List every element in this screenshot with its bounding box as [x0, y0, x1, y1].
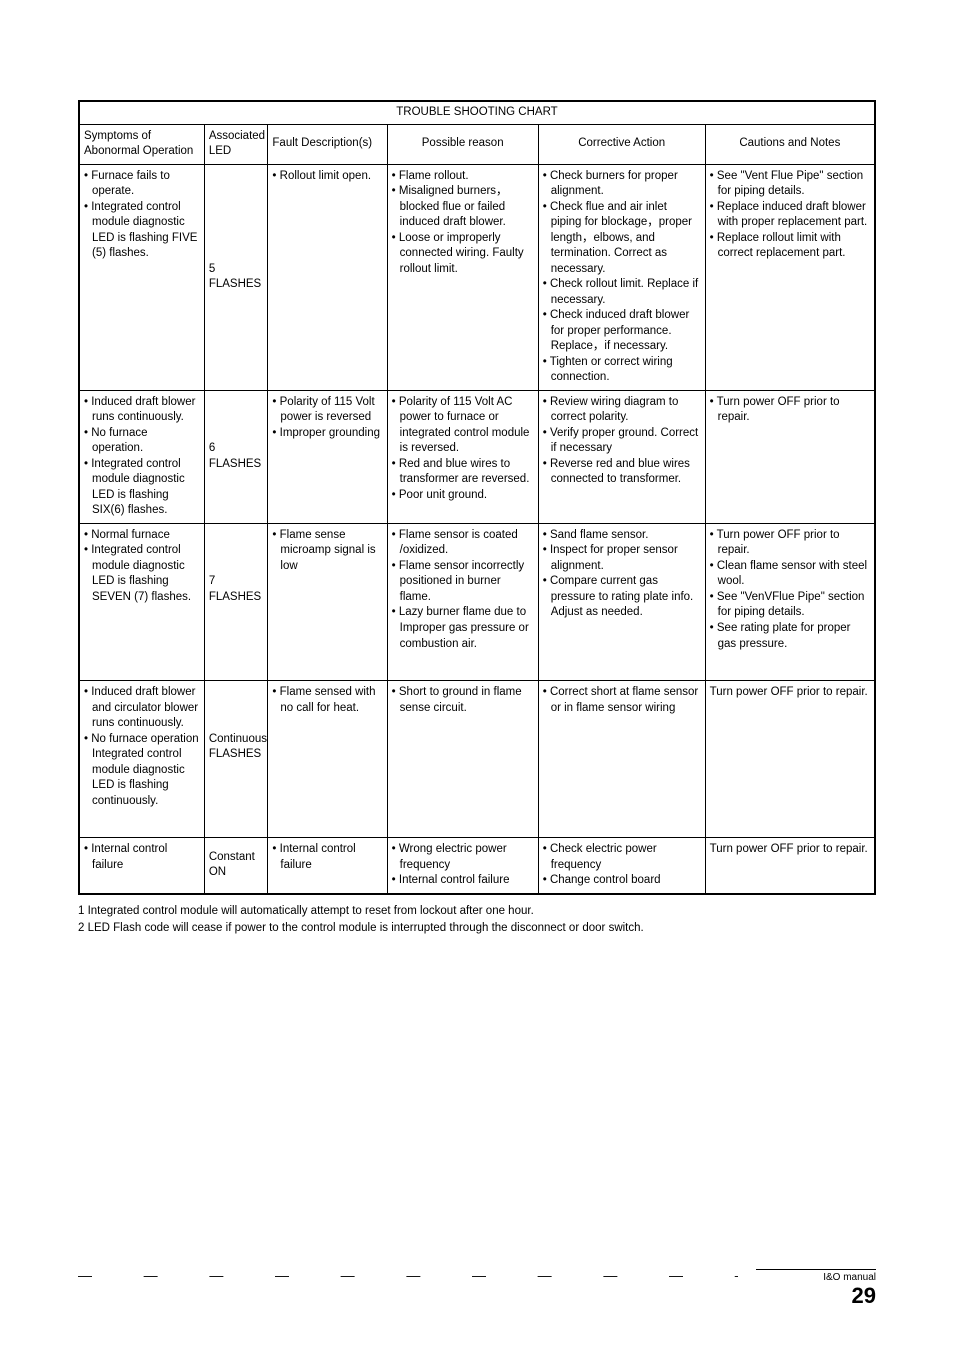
footer-label: I&O manual	[756, 1272, 876, 1283]
cell-fault: Flame sense microamp signal is low	[268, 523, 387, 680]
col-header-cautions: Cautions and Notes	[705, 124, 874, 164]
cell-symptoms: Internal control failure	[80, 838, 205, 894]
col-header-led: Associated LED	[204, 124, 268, 164]
cell-reason: Short to ground in flame sense circuit.	[387, 681, 538, 838]
cell-led: Constant ON	[204, 838, 268, 894]
cell-cautions: See "Vent Flue Pipe" section for piping …	[705, 164, 874, 390]
col-header-symptoms: Symptoms of Abonormal Operation	[80, 124, 205, 164]
cell-symptoms: Induced draft blower and circulator blow…	[80, 681, 205, 838]
cell-reason: Wrong electric power frequencyInternal c…	[387, 838, 538, 894]
cell-cautions: Turn power OFF prior to repair.Clean fla…	[705, 523, 874, 680]
cell-action: Correct short at flame sensor or in flam…	[538, 681, 705, 838]
footer-dash-line: — — — — — — — — — — — — — — — —	[78, 1267, 738, 1283]
col-header-fault: Fault Description(s)	[268, 124, 387, 164]
table-row: Induced draft blower and circulator blow…	[80, 681, 875, 838]
col-header-action: Corrective Action	[538, 124, 705, 164]
cell-fault: Internal control failure	[268, 838, 387, 894]
page-number: 29	[756, 1283, 876, 1309]
cell-action: Review wiring diagram to correct polarit…	[538, 390, 705, 523]
cell-led: 7 FLASHES	[204, 523, 268, 680]
footnote-1: 1 Integrated control module will automat…	[78, 903, 876, 920]
cell-action: Sand flame sensor.Inspect for proper sen…	[538, 523, 705, 680]
cell-cautions: Turn power OFF prior to repair.	[705, 390, 874, 523]
table-row: Induced draft blower runs continuously.N…	[80, 390, 875, 523]
cell-cautions: Turn power OFF prior to repair.	[705, 681, 874, 838]
footnotes: 1 Integrated control module will automat…	[78, 903, 876, 938]
troubleshooting-table: TROUBLE SHOOTING CHART Symptoms of Abono…	[78, 100, 876, 895]
table-row: Internal control failureConstant ONInter…	[80, 838, 875, 894]
cell-symptoms: Induced draft blower runs continuously.N…	[80, 390, 205, 523]
cell-fault: Flame sensed with no call for heat.	[268, 681, 387, 838]
table-title: TROUBLE SHOOTING CHART	[80, 102, 875, 125]
cell-fault: Polarity of 115 Volt power is reversedIm…	[268, 390, 387, 523]
cell-reason: Flame sensor is coated /oxidized.Flame s…	[387, 523, 538, 680]
page-footer: I&O manual 29	[756, 1269, 876, 1309]
table-row: Normal furnaceIntegrated control module …	[80, 523, 875, 680]
cell-symptoms: Furnace fails to operate.Integrated cont…	[80, 164, 205, 390]
cell-symptoms: Normal furnaceIntegrated control module …	[80, 523, 205, 680]
cell-action: Check electric power frequencyChange con…	[538, 838, 705, 894]
table-row: Furnace fails to operate.Integrated cont…	[80, 164, 875, 390]
cell-action: Check burners for proper alignment.Check…	[538, 164, 705, 390]
cell-fault: Rollout limit open.	[268, 164, 387, 390]
cell-led: 6 FLASHES	[204, 390, 268, 523]
footnote-2: 2 LED Flash code will cease if power to …	[78, 920, 876, 937]
cell-reason: Flame rollout.Misaligned burners，blocked…	[387, 164, 538, 390]
cell-reason: Polarity of 115 Volt AC power to furnace…	[387, 390, 538, 523]
col-header-reason: Possible reason	[387, 124, 538, 164]
cell-cautions: Turn power OFF prior to repair.	[705, 838, 874, 894]
cell-led: Continuous FLASHES	[204, 681, 268, 838]
cell-led: 5 FLASHES	[204, 164, 268, 390]
